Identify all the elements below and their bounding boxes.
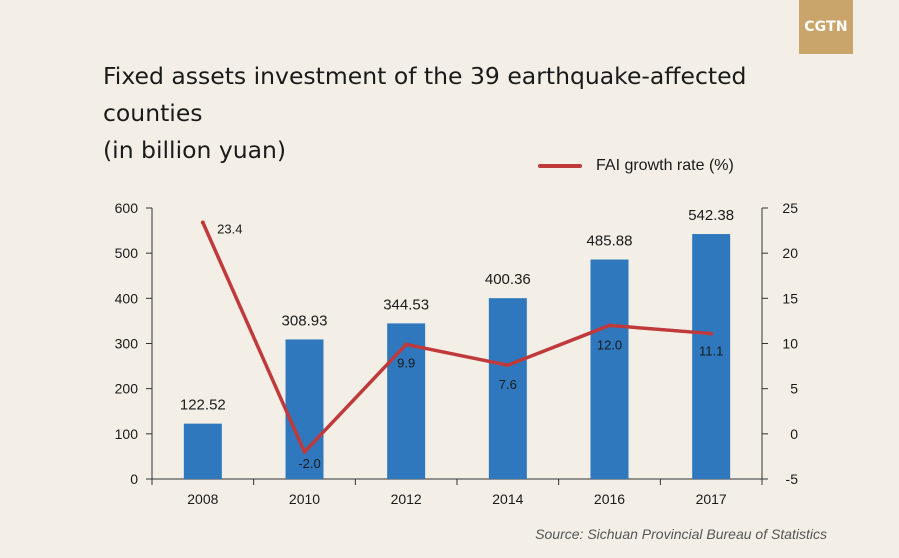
growth-rate-point [302,449,307,454]
bar [488,298,527,479]
left-tick-label: 200 [115,381,139,397]
growth-rate-label: 23.4 [217,221,242,236]
growth-rate-point [709,331,714,336]
x-tick-label: 2017 [696,491,727,507]
legend: FAI growth rate (%) [538,154,734,178]
right-tick-label: 5 [790,381,798,397]
growth-rate-label: 11.1 [699,344,723,359]
growth-rate-line [201,220,713,454]
right-tick-label: 15 [782,290,798,306]
left-tick-label: 0 [130,471,138,487]
right-tick-label: 10 [782,336,798,352]
growth-rate-label: 9.9 [397,355,415,370]
bar-value-label: 400.36 [485,271,531,288]
bar [692,234,731,479]
left-tick-label: 400 [115,290,139,306]
left-tick-label: 600 [115,200,139,216]
x-tick-label: 2016 [594,491,625,507]
growth-rate-point [200,220,205,225]
right-tick-label: 0 [790,426,798,442]
left-tick-label: 100 [115,426,139,442]
x-tick-label: 2008 [187,491,218,507]
legend-line-swatch [538,164,582,168]
bar [285,339,324,479]
x-tick-label: 2010 [289,491,320,507]
bar [183,423,222,479]
title-line-2: (in billion yuan) [103,136,287,164]
chart-title: Fixed assets investment of the 39 earthq… [103,58,823,169]
bar [387,323,426,479]
growth-rate-label: 7.6 [499,377,517,392]
right-tick-label: 20 [782,245,798,261]
growth-rate-point [505,363,510,368]
left-tick-label: 500 [115,245,139,261]
x-tick-label: 2014 [492,491,523,507]
title-line-1: Fixed assets investment of the 39 earthq… [103,62,747,127]
bar-value-label: 344.53 [383,296,429,313]
right-tick-label: 25 [782,200,798,216]
x-tick-label: 2012 [391,491,422,507]
growth-rate-label: 12.0 [597,337,622,352]
right-tick-label: -5 [786,471,799,487]
growth-rate-point [404,342,409,347]
growth-rate-point [607,323,612,328]
bar-value-label: 308.93 [282,312,328,329]
bar-value-label: 122.52 [180,397,226,414]
bar [590,259,629,479]
legend-label: FAI growth rate (%) [596,157,734,174]
bar-value-label: 485.88 [587,233,633,250]
growth-rate-label: -2.0 [298,456,320,471]
bar-value-label: 542.38 [688,207,734,224]
left-tick-label: 300 [115,336,139,352]
source-note: Source: Sichuan Provincial Bureau of Sta… [535,526,827,542]
cgtn-logo: CGTN [799,0,853,54]
